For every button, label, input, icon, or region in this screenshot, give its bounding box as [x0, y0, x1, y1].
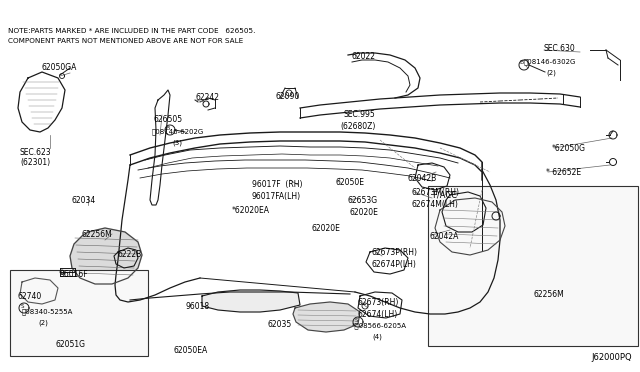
- Text: *62050G: *62050G: [552, 144, 586, 153]
- Text: NOTE:PARTS MARKED * ARE INCLUDED IN THE PART CODE   626505.: NOTE:PARTS MARKED * ARE INCLUDED IN THE …: [8, 28, 255, 34]
- Text: S: S: [20, 304, 24, 308]
- Text: 96017F  (RH): 96017F (RH): [252, 180, 303, 189]
- Text: *Ⓢ08566-6205A: *Ⓢ08566-6205A: [352, 322, 407, 328]
- Text: SEC.995: SEC.995: [344, 110, 376, 119]
- Text: (4): (4): [372, 334, 382, 340]
- Text: SEC.630: SEC.630: [544, 44, 576, 53]
- Polygon shape: [202, 290, 300, 312]
- Bar: [428, 186, 638, 346]
- Text: Ⓝ08340-5255A: Ⓝ08340-5255A: [22, 308, 74, 315]
- Text: F/ACC: F/ACC: [432, 190, 457, 199]
- Text: B: B: [166, 125, 170, 131]
- Text: J62000PQ: J62000PQ: [591, 353, 632, 362]
- Text: 62673(RH): 62673(RH): [358, 298, 399, 307]
- Text: 62653G: 62653G: [348, 196, 378, 205]
- Text: 62035: 62035: [268, 320, 292, 329]
- Text: (62680Z): (62680Z): [340, 122, 376, 131]
- Text: S: S: [355, 317, 358, 323]
- Text: (2): (2): [38, 320, 48, 327]
- Text: ⒲08146-6302G: ⒲08146-6302G: [524, 58, 577, 65]
- Text: 62050E: 62050E: [336, 178, 365, 187]
- Text: 626505: 626505: [154, 115, 183, 124]
- Text: 62020E: 62020E: [312, 224, 341, 233]
- Text: Ⓝ08146-6202G: Ⓝ08146-6202G: [152, 128, 204, 135]
- Text: 62740: 62740: [18, 292, 42, 301]
- Polygon shape: [70, 228, 142, 284]
- Text: 62673M(RH): 62673M(RH): [412, 188, 460, 197]
- Text: (3): (3): [172, 140, 182, 147]
- Text: 62034: 62034: [72, 196, 96, 205]
- Text: (62301): (62301): [20, 158, 50, 167]
- Polygon shape: [20, 278, 58, 304]
- Text: 62022: 62022: [352, 52, 376, 61]
- Text: 96016F: 96016F: [60, 270, 88, 279]
- Text: SEC.623: SEC.623: [20, 148, 52, 157]
- Text: * 62652E: * 62652E: [546, 168, 581, 177]
- Text: (2): (2): [546, 70, 556, 77]
- Text: 62242: 62242: [195, 93, 219, 102]
- Text: 62042B: 62042B: [408, 174, 437, 183]
- Text: 62674(LH): 62674(LH): [358, 310, 398, 319]
- Text: 62674M(LH): 62674M(LH): [412, 200, 459, 209]
- Bar: [10, 270, 148, 356]
- Text: 62042A: 62042A: [430, 232, 460, 241]
- Polygon shape: [293, 302, 360, 332]
- Text: 62050EA: 62050EA: [174, 346, 208, 355]
- Polygon shape: [435, 198, 505, 255]
- Text: 62051G: 62051G: [55, 340, 85, 349]
- Text: 96018: 96018: [186, 302, 210, 311]
- Text: 62256M: 62256M: [534, 290, 564, 299]
- Text: 96017FA(LH): 96017FA(LH): [252, 192, 301, 201]
- Text: 62090: 62090: [276, 92, 300, 101]
- Text: 62050GA: 62050GA: [42, 63, 77, 72]
- Text: 62673P(RH): 62673P(RH): [372, 248, 418, 257]
- Text: B: B: [520, 61, 524, 65]
- Text: 62256M: 62256M: [82, 230, 113, 239]
- Text: *62020EA: *62020EA: [232, 206, 270, 215]
- Text: COMPONENT PARTS NOT MENTIONED ABOVE ARE NOT FOR SALE: COMPONENT PARTS NOT MENTIONED ABOVE ARE …: [8, 38, 243, 44]
- Text: 62020E: 62020E: [349, 208, 378, 217]
- Text: 6222B: 6222B: [118, 250, 142, 259]
- Text: 62674P(LH): 62674P(LH): [372, 260, 417, 269]
